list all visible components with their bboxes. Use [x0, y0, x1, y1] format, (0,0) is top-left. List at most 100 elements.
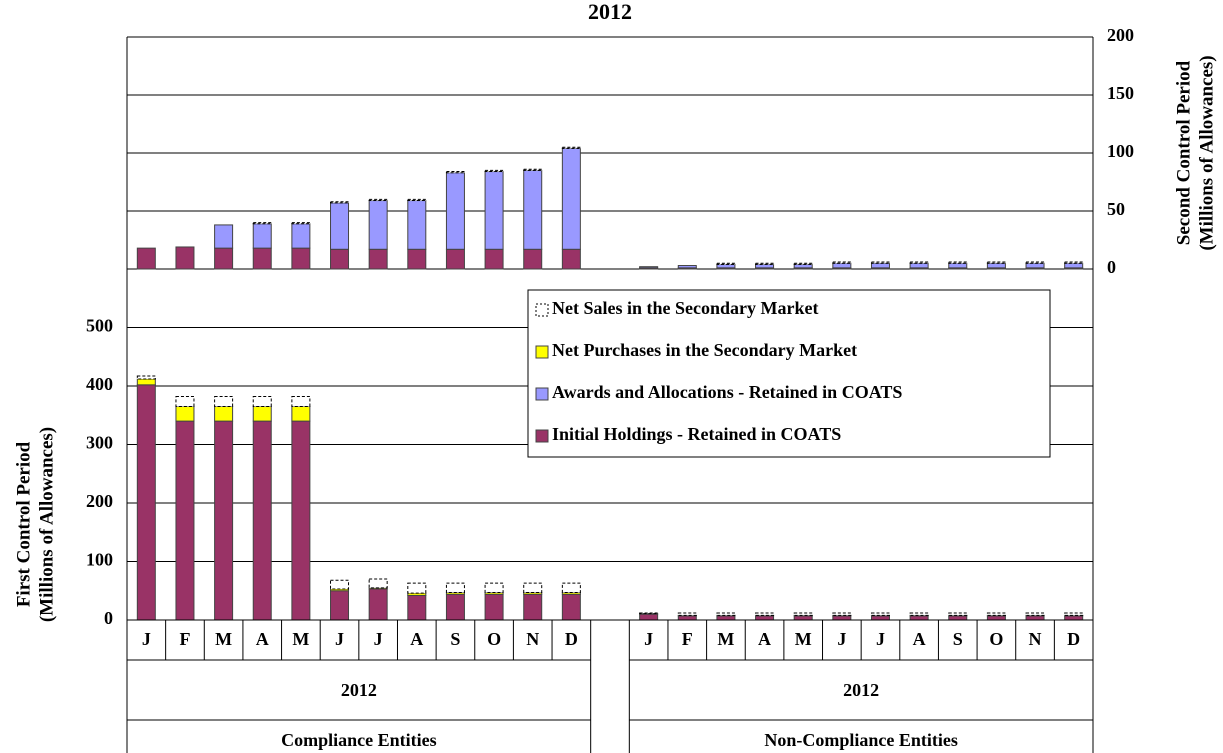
- bar-segment: [948, 612, 968, 616]
- bar-segment: [291, 405, 311, 422]
- bar-segment: [1025, 615, 1045, 621]
- bar-segment: [523, 593, 543, 621]
- group-year: 2012: [843, 680, 879, 700]
- bar-segment: [755, 612, 775, 616]
- bar-segment: [175, 396, 195, 407]
- bar-segment: [291, 396, 311, 407]
- bar-segment: [870, 615, 890, 621]
- bar-segment: [716, 262, 736, 265]
- bar-segment: [755, 262, 775, 265]
- bar-segment: [252, 222, 272, 225]
- legend-swatch: [535, 303, 549, 317]
- bar-segment: [793, 615, 813, 621]
- bar-segment: [445, 248, 465, 270]
- bar-segment: [214, 405, 234, 422]
- bar-segment: [639, 266, 659, 269]
- x-tick-label: O: [487, 629, 501, 649]
- bar-segment: [870, 261, 890, 264]
- bar-segment: [407, 198, 427, 202]
- bar-segment: [639, 612, 659, 615]
- x-tick-label: A: [913, 629, 926, 649]
- bar-segment: [716, 612, 736, 616]
- bar-segment: [445, 171, 465, 174]
- x-tick-label: M: [795, 629, 812, 649]
- x-tick-label: S: [953, 629, 963, 649]
- x-tick-label: S: [450, 629, 460, 649]
- bar-segment: [716, 263, 736, 269]
- x-tick-label: M: [717, 629, 734, 649]
- x-tick-label: A: [256, 629, 269, 649]
- bar-segment: [832, 612, 852, 616]
- bar-segment: [330, 202, 350, 250]
- bar-segment: [561, 582, 581, 594]
- bar-segment: [252, 223, 272, 249]
- legend-label: Net Purchases in the Secondary Market: [552, 340, 857, 360]
- legend-label: Net Sales in the Secondary Market: [552, 298, 818, 318]
- bar-segment: [484, 593, 504, 621]
- y-tick-label: 150: [1107, 83, 1134, 103]
- bar-segment: [291, 223, 311, 249]
- x-tick-label: J: [335, 629, 344, 649]
- bar-segment: [445, 593, 465, 621]
- bar-segment: [832, 615, 852, 621]
- bar-segment: [832, 262, 852, 269]
- bar-segment: [561, 248, 581, 270]
- bar-segment: [368, 198, 388, 202]
- x-tick-label: F: [682, 629, 693, 649]
- y-axis-label: Second Control Period: [1173, 60, 1194, 245]
- bar-segment: [136, 375, 156, 380]
- bar-segment: [252, 396, 272, 407]
- bar-segment: [639, 613, 659, 621]
- legend-swatch: [535, 387, 549, 401]
- bar-segment: [755, 615, 775, 621]
- x-tick-label: D: [565, 629, 578, 649]
- bar-segment: [1064, 612, 1084, 616]
- legend-swatch: [535, 429, 549, 443]
- bar-segment: [561, 146, 581, 149]
- bar-segment: [948, 261, 968, 264]
- x-tick-label: N: [526, 629, 539, 649]
- bar-segment: [136, 384, 156, 621]
- x-tick-label: J: [374, 629, 383, 649]
- bar-segment: [909, 612, 929, 616]
- bar-segment: [909, 262, 929, 269]
- legend: [527, 289, 1051, 458]
- y-tick-label: 0: [1107, 257, 1116, 277]
- bar-segment: [870, 262, 890, 269]
- bar-segment: [484, 582, 504, 594]
- bar-segment: [484, 248, 504, 270]
- bar-segment: [909, 615, 929, 621]
- group-year: 2012: [341, 680, 377, 700]
- bar-segment: [252, 247, 272, 270]
- bar-segment: [870, 612, 890, 616]
- bar-segment: [330, 248, 350, 270]
- bar-segment: [986, 262, 1006, 269]
- bar-segment: [523, 168, 543, 171]
- bar-segment: [1025, 612, 1045, 616]
- bar-segment: [793, 263, 813, 269]
- bar-segment: [330, 201, 350, 204]
- bar-segment: [407, 594, 427, 621]
- y-tick-label: 400: [86, 374, 113, 394]
- legend-label: Awards and Allocations - Retained in COA…: [552, 382, 902, 402]
- bar-segment: [368, 248, 388, 270]
- x-tick-label: A: [758, 629, 771, 649]
- bar-segment: [175, 246, 195, 270]
- bar-segment: [677, 265, 697, 269]
- bar-segment: [214, 224, 234, 249]
- bar-segment: [214, 247, 234, 270]
- bar-segment: [561, 147, 581, 250]
- x-tick-label: J: [876, 629, 885, 649]
- bar-segment: [368, 578, 388, 589]
- bar-segment: [523, 248, 543, 270]
- bar-segment: [1025, 262, 1045, 269]
- bar-segment: [330, 579, 350, 590]
- y-tick-label: 50: [1107, 199, 1125, 219]
- y-tick-label: 200: [86, 491, 113, 511]
- bar-segment: [291, 222, 311, 225]
- x-tick-label: F: [179, 629, 190, 649]
- bar-segment: [755, 263, 775, 269]
- y-tick-label: 200: [1107, 25, 1134, 45]
- bar-segment: [175, 405, 195, 422]
- group-name: Non-Compliance Entities: [764, 730, 958, 750]
